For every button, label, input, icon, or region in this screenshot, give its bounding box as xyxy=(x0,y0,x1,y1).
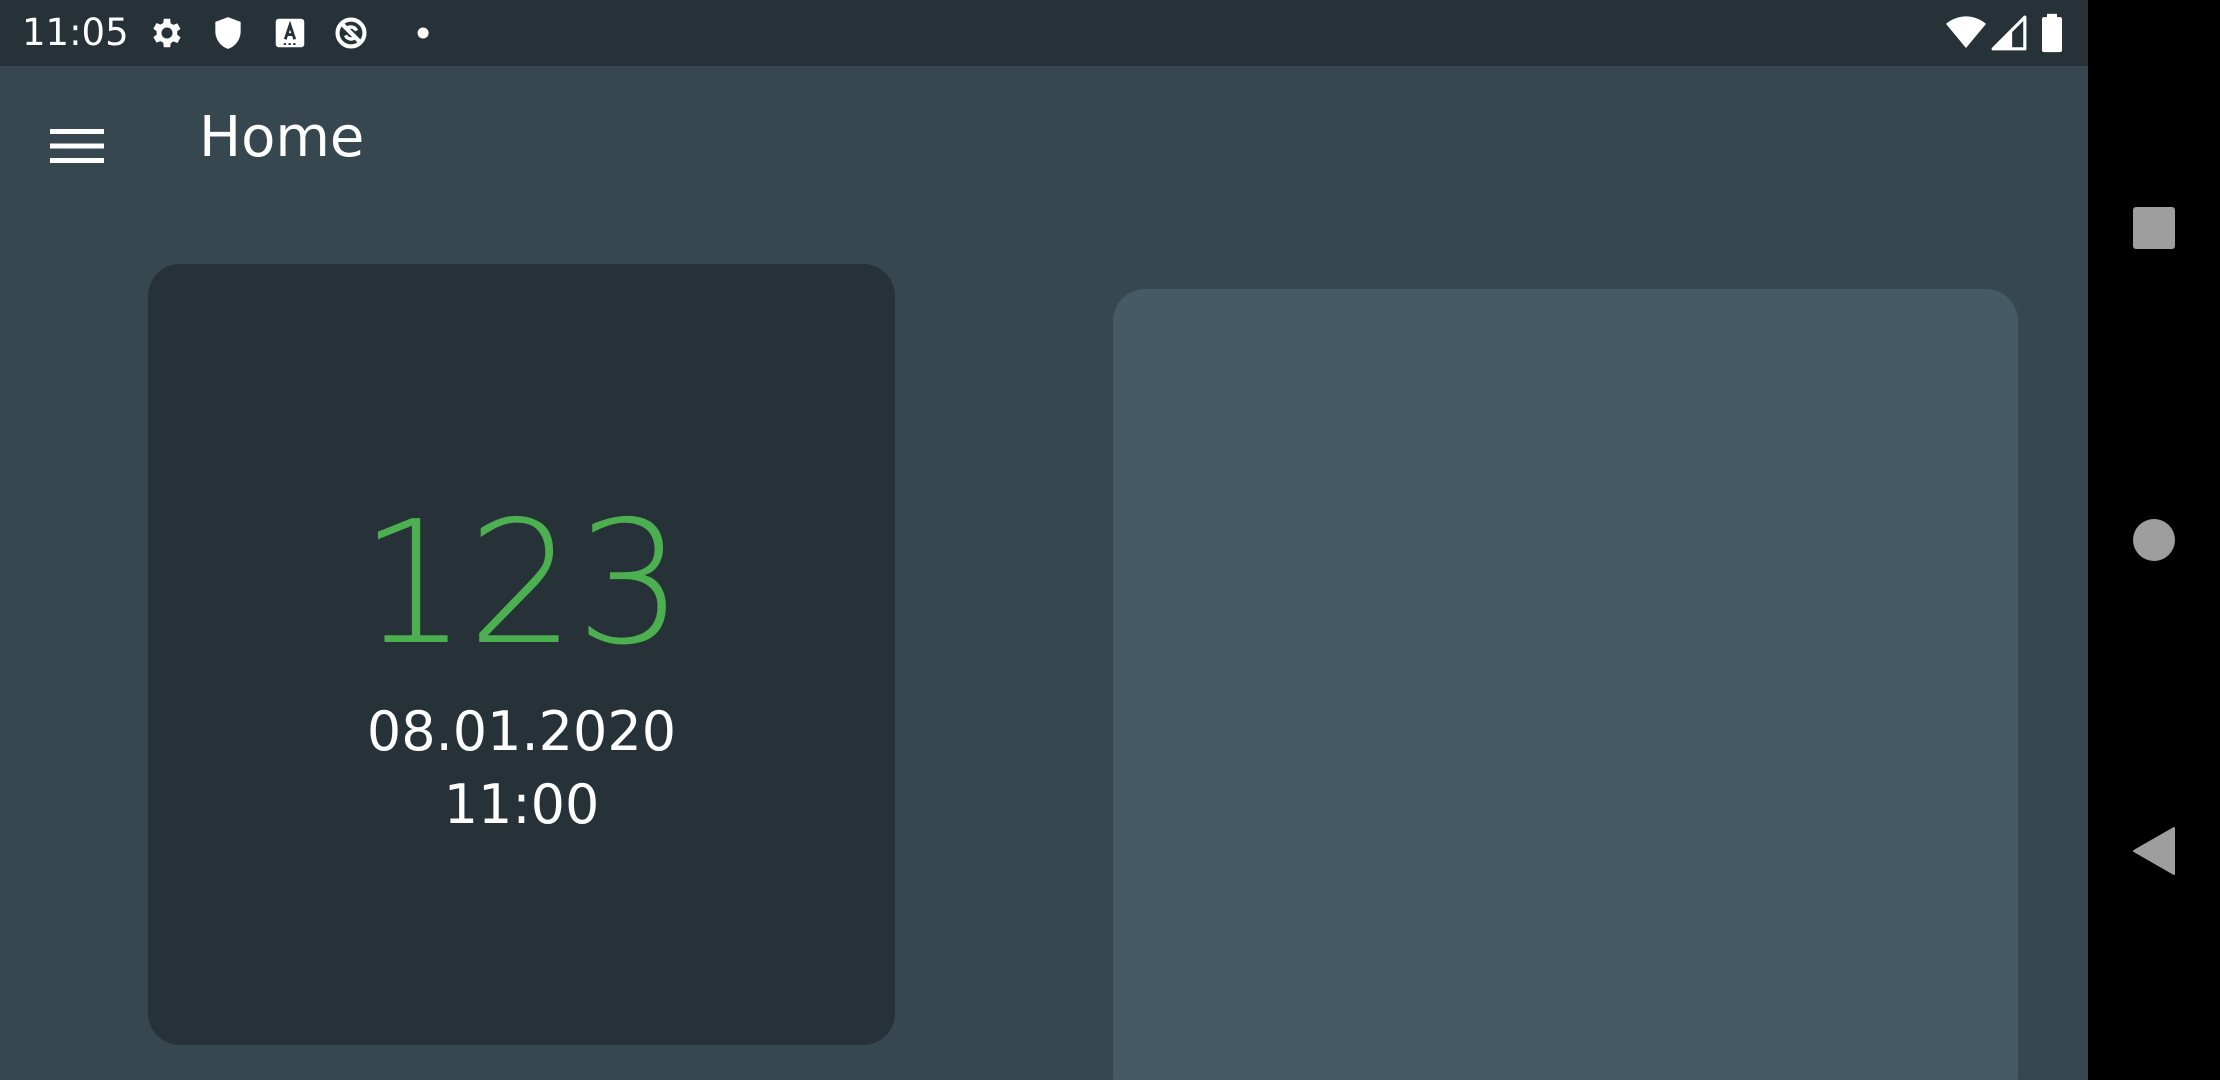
status-bar: 11:05 xyxy=(0,0,2088,66)
signal-icon xyxy=(1990,14,2028,52)
recents-button[interactable] xyxy=(2088,162,2220,294)
value-number: 123 xyxy=(359,485,684,683)
back-button[interactable] xyxy=(2088,785,2220,917)
keyboard-a-icon xyxy=(271,14,309,52)
value-time: 11:00 xyxy=(443,773,600,836)
menu-button[interactable] xyxy=(38,113,116,179)
page-title: Home xyxy=(199,105,365,170)
wifi-icon xyxy=(1944,13,1988,53)
app-bar: Home xyxy=(0,66,2088,222)
recents-square-icon xyxy=(2132,206,2176,250)
menu-icon xyxy=(50,126,104,166)
no-sync-icon xyxy=(332,14,370,52)
chart-panel xyxy=(1113,289,2018,1080)
gear-icon xyxy=(148,14,186,52)
dot-icon xyxy=(393,14,431,52)
home-circle-icon xyxy=(2132,518,2176,562)
value-card[interactable] xyxy=(148,264,895,1045)
status-time: 11:05 xyxy=(22,11,129,54)
back-triangle-icon xyxy=(2132,826,2176,876)
battery-icon xyxy=(2038,13,2066,53)
shield-icon xyxy=(209,14,247,52)
navigation-bar xyxy=(2088,0,2220,1080)
value-date: 08.01.2020 xyxy=(366,700,677,763)
home-button[interactable] xyxy=(2088,474,2220,606)
